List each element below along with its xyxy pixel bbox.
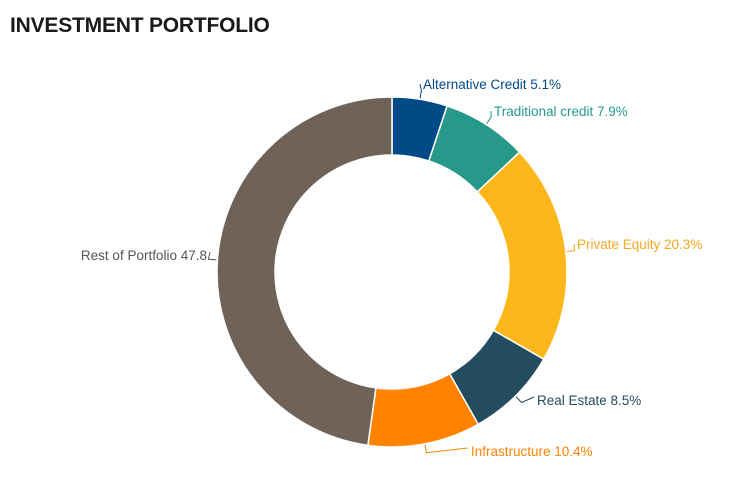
slices-group [216, 96, 568, 448]
label-real-estate: Real Estate 8.5% [537, 393, 641, 408]
leader-lines-group [207, 83, 576, 454]
slice-rest-of-portfolio[interactable] [216, 96, 393, 447]
leader-line-traditional-credit [486, 110, 492, 124]
page-title: INVESTMENT PORTFOLIO [10, 14, 270, 37]
slice-private-equity[interactable] [476, 151, 568, 361]
leader-line-rest-of-portfolio [207, 251, 217, 261]
leader-line-private-equity [566, 243, 576, 253]
labels-group: Alternative Credit 5.1% Traditional credi… [81, 77, 702, 459]
leader-line-alternative-credit [419, 83, 422, 99]
label-alternative-credit: Alternative Credit 5.1% [423, 77, 561, 92]
label-private-equity: Private Equity 20.3% [577, 237, 702, 252]
label-infrastructure: Infrastructure 10.4% [471, 444, 593, 459]
label-traditional-credit: Traditional credit 7.9% [494, 104, 628, 119]
leader-line-real-estate [515, 396, 535, 404]
leader-line-infrastructure [424, 444, 469, 454]
label-rest-of-portfolio: Rest of Portfolio 47.8 [81, 248, 207, 263]
